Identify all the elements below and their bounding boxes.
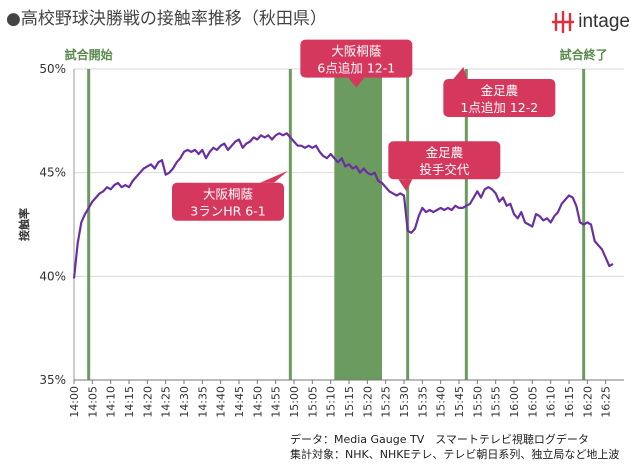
y-tick-label: 45% — [39, 166, 66, 180]
event-band — [334, 69, 382, 380]
x-tick-label: 15:35 — [416, 386, 429, 418]
callout-pointer — [398, 179, 413, 192]
x-tick-label: 14:35 — [196, 386, 209, 418]
x-axis: 14:00 14:05 14:10 14:15 14:20 14:25 14:30 14:35… — [68, 379, 624, 418]
callout-line: 金足農 — [481, 83, 519, 98]
x-tick-label: 15:10 — [325, 386, 338, 418]
source-line-1: データ：Media Gauge TV スマートテレビ視聴ログデータ — [290, 433, 589, 446]
intage-mark-icon — [552, 10, 575, 34]
event-label: 試合開始 — [65, 47, 113, 62]
callout-box — [172, 182, 284, 221]
x-tick-label: 14:00 — [68, 386, 81, 418]
event-label: 試合終了 — [560, 47, 608, 62]
x-tick-label: 15:30 — [398, 386, 411, 418]
y-axis-label: 接触率 — [17, 208, 31, 241]
x-tick-label: 15:45 — [453, 386, 466, 418]
x-tick-label: 14:15 — [123, 386, 136, 418]
callout-line: 3ランHR 6-1 — [190, 204, 265, 219]
callout-line: 大阪桐蔭 — [203, 187, 254, 202]
callout-line: 大阪桐蔭 — [331, 44, 382, 59]
x-tick-label: 16:15 — [563, 386, 576, 418]
x-tick-label: 14:30 — [178, 386, 191, 418]
x-tick-label: 16:05 — [526, 386, 539, 418]
logo-text: intage — [578, 11, 630, 32]
x-tick-label: 15:50 — [471, 386, 484, 418]
x-tick-label: 16:20 — [581, 386, 594, 418]
source-line-2: 集計対象：NHK、NHKEテレ、テレビ朝日系列、独立局など地上波 — [290, 448, 620, 461]
y-tick-label: 40% — [39, 269, 66, 283]
callout: 大阪桐蔭 6点追加 12-1 — [300, 39, 413, 88]
x-tick-label: 15:40 — [435, 386, 448, 418]
event-markers: 試合開始 試合終了 — [65, 47, 608, 380]
chart-title: ●高校野球決勝戦の接触率推移（秋田県） — [6, 9, 327, 29]
callout: 金足農 1点追加 12-2 — [443, 67, 556, 118]
x-tick-label: 15:00 — [288, 386, 301, 418]
x-tick-label: 14:55 — [270, 386, 283, 418]
x-tick-label: 15:55 — [490, 386, 503, 418]
source-note: データ：Media Gauge TV スマートテレビ視聴ログデータ 集計対象：N… — [290, 432, 619, 462]
callout-pointer — [453, 67, 468, 80]
y-axis: 35% 40% 45% 50% 接触率 — [17, 62, 75, 387]
y-tick-label: 35% — [39, 373, 66, 387]
x-tick-label: 14:50 — [251, 386, 264, 418]
x-tick-label: 15:05 — [306, 386, 319, 418]
callout-pointer — [260, 170, 288, 183]
intage-logo: intage — [552, 10, 630, 34]
callout-line: 金足農 — [426, 145, 464, 160]
x-tick-label: 14:20 — [141, 386, 154, 418]
x-tick-label: 14:40 — [215, 386, 228, 418]
callout-line: 投手交代 — [419, 162, 470, 177]
x-tick-label: 16:10 — [545, 386, 558, 418]
callout-pointer — [348, 77, 365, 88]
x-tick-label: 14:25 — [160, 386, 173, 418]
callout-box — [443, 79, 556, 118]
x-tick-label: 14:45 — [233, 386, 246, 418]
x-tick-label: 16:00 — [508, 386, 521, 418]
callout-line: 1点追加 12-2 — [460, 100, 538, 115]
callout-line: 6点追加 12-1 — [317, 61, 395, 76]
x-tick-label: 14:10 — [105, 386, 118, 418]
x-tick-label: 15:15 — [343, 386, 356, 418]
x-tick-label: 15:20 — [361, 386, 374, 418]
series-line — [72, 132, 614, 279]
y-tick-label: 50% — [39, 62, 66, 76]
callout-box — [300, 39, 413, 78]
x-tick-label: 15:25 — [380, 386, 393, 418]
callout-box — [388, 141, 501, 180]
x-tick-label: 14:05 — [86, 386, 99, 418]
callout: 大阪桐蔭 3ランHR 6-1 — [172, 170, 288, 221]
x-tick-label: 16:25 — [600, 386, 613, 418]
series-lines — [72, 132, 614, 279]
